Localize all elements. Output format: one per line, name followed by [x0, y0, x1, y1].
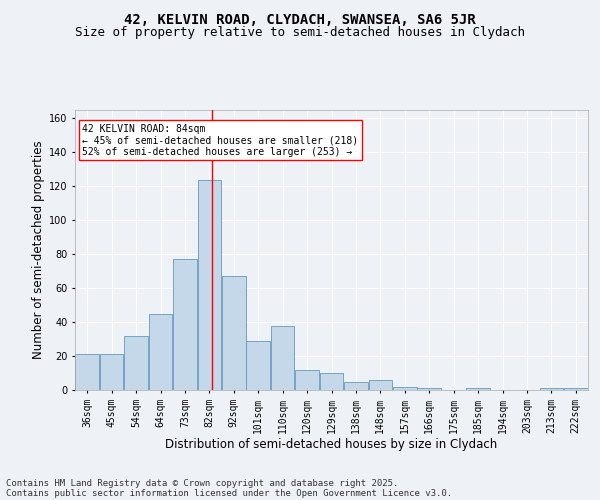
- Bar: [564, 388, 587, 390]
- Bar: [247, 341, 270, 390]
- Text: Size of property relative to semi-detached houses in Clydach: Size of property relative to semi-detach…: [75, 26, 525, 39]
- Bar: [466, 388, 490, 390]
- Bar: [222, 276, 245, 390]
- Bar: [76, 354, 99, 390]
- Bar: [320, 373, 343, 390]
- Bar: [418, 388, 441, 390]
- Bar: [295, 370, 319, 390]
- Text: 42 KELVIN ROAD: 84sqm
← 45% of semi-detached houses are smaller (218)
52% of sem: 42 KELVIN ROAD: 84sqm ← 45% of semi-deta…: [82, 124, 358, 157]
- Bar: [344, 382, 368, 390]
- Text: Contains HM Land Registry data © Crown copyright and database right 2025.: Contains HM Land Registry data © Crown c…: [6, 478, 398, 488]
- Bar: [197, 180, 221, 390]
- Text: Contains public sector information licensed under the Open Government Licence v3: Contains public sector information licen…: [6, 488, 452, 498]
- Bar: [149, 314, 172, 390]
- Bar: [539, 388, 563, 390]
- Bar: [368, 380, 392, 390]
- Bar: [393, 386, 416, 390]
- Bar: [173, 260, 197, 390]
- Y-axis label: Number of semi-detached properties: Number of semi-detached properties: [32, 140, 44, 360]
- Text: 42, KELVIN ROAD, CLYDACH, SWANSEA, SA6 5JR: 42, KELVIN ROAD, CLYDACH, SWANSEA, SA6 5…: [124, 12, 476, 26]
- Bar: [124, 336, 148, 390]
- Bar: [100, 354, 124, 390]
- Bar: [271, 326, 295, 390]
- X-axis label: Distribution of semi-detached houses by size in Clydach: Distribution of semi-detached houses by …: [166, 438, 497, 452]
